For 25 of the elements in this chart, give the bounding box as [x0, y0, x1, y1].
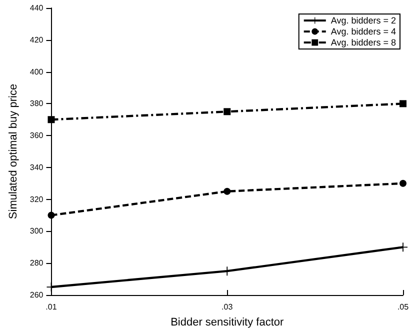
x-tick-label: .03 — [222, 302, 234, 312]
y-axis-title: Simulated optimal buy price — [8, 84, 20, 220]
x-tick-label: .05 — [397, 302, 410, 312]
point — [224, 188, 231, 195]
x-axis-title: Bidder sensitivity factor — [170, 316, 284, 328]
y-tick-label: 260 — [30, 290, 44, 300]
y-tick-label: 380 — [30, 99, 44, 108]
y-tick-label: 400 — [30, 67, 44, 76]
point — [400, 180, 406, 187]
legend-label: Avg. bidders = 8 — [330, 38, 396, 48]
x-tick-label: .01 — [46, 302, 58, 312]
y-tick-label: 320 — [30, 194, 44, 204]
y-tick-label: 300 — [30, 226, 44, 236]
point — [48, 116, 55, 124]
legend-label: Avg. bidders = 2 — [330, 16, 396, 26]
point — [398, 242, 408, 252]
y-tick-label: 420 — [30, 35, 44, 44]
y-tick-label: 440 — [30, 4, 44, 12]
point — [224, 108, 231, 116]
y-tick-label: 280 — [30, 258, 44, 268]
legend-label: Avg. bidders = 4 — [330, 26, 396, 36]
point — [400, 100, 406, 108]
y-tick-label: 340 — [30, 162, 44, 172]
y-tick-label: 360 — [30, 131, 44, 140]
point — [48, 212, 55, 219]
